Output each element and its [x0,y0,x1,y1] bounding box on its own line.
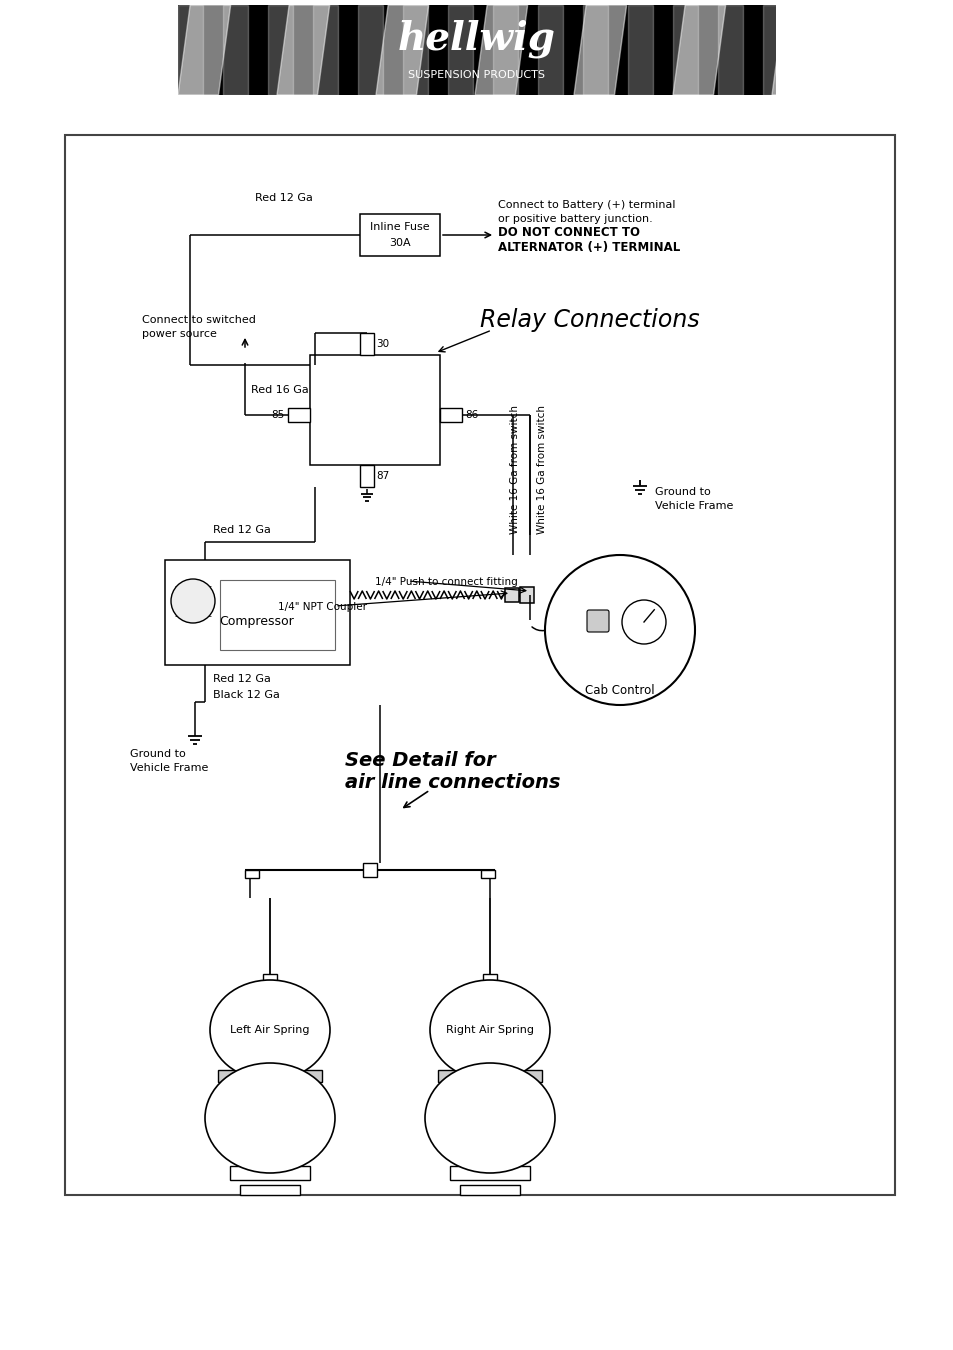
Text: Relay Connections: Relay Connections [479,308,699,332]
Text: Red 12 Ga: Red 12 Ga [213,525,271,535]
Polygon shape [537,5,562,95]
Polygon shape [672,5,697,95]
Bar [359,333,374,355]
Polygon shape [132,5,157,95]
Polygon shape [852,5,877,95]
Bar [439,408,461,423]
Text: Ground to: Ground to [655,487,710,497]
Text: Ground to: Ground to [130,749,186,759]
Text: hellwig: hellwig [397,20,556,58]
Bar [288,408,310,423]
Text: Right Air Spring: Right Air Spring [446,1025,534,1035]
Bar [359,215,439,256]
Circle shape [544,555,695,705]
Bar [480,869,495,878]
Polygon shape [475,5,527,95]
Text: ALTERNATOR (+) TERMINAL: ALTERNATOR (+) TERMINAL [497,242,679,255]
Polygon shape [807,5,832,95]
Bar [218,1071,322,1081]
Polygon shape [223,5,248,95]
Polygon shape [582,5,607,95]
Bar [220,580,335,649]
Text: 86: 86 [464,410,477,420]
Polygon shape [762,5,787,95]
Polygon shape [627,5,652,95]
Polygon shape [88,5,112,95]
Text: 87: 87 [375,471,389,481]
Text: 1/4" NPT Coupler: 1/4" NPT Coupler [277,602,367,612]
Bar [450,1166,530,1180]
Text: Cab Control: Cab Control [584,684,654,698]
Ellipse shape [210,980,330,1080]
Bar [263,973,276,988]
Text: Inline Fuse: Inline Fuse [370,221,430,232]
Polygon shape [672,5,725,95]
Bar [65,135,894,1195]
Polygon shape [276,5,330,95]
Text: White 16 Ga from switch: White 16 Ga from switch [537,405,546,535]
Polygon shape [402,5,427,95]
Text: Vehicle Frame: Vehicle Frame [655,501,733,512]
Text: Connect to switched: Connect to switched [142,315,255,325]
Polygon shape [268,5,293,95]
Polygon shape [79,5,132,95]
Text: Vehicle Frame: Vehicle Frame [130,763,208,774]
Polygon shape [448,5,473,95]
Text: or positive battery junction.: or positive battery junction. [497,215,652,224]
FancyBboxPatch shape [586,610,608,632]
Bar [504,589,518,602]
Bar [519,587,534,603]
Polygon shape [493,5,517,95]
Bar [363,863,376,878]
Bar [581,603,614,644]
Text: SUSPENSION PRODUCTS: SUSPENSION PRODUCTS [408,70,545,80]
Polygon shape [178,5,231,95]
Polygon shape [771,5,823,95]
Text: 30A: 30A [389,238,411,248]
Bar [178,5,775,95]
Ellipse shape [205,1062,335,1173]
Text: 1/4" Push to connect fitting: 1/4" Push to connect fitting [375,576,517,587]
Text: Red 12 Ga: Red 12 Ga [213,674,271,684]
Text: Black 12 Ga: Black 12 Ga [213,690,279,701]
Bar [245,869,258,878]
Bar [230,1166,310,1180]
Polygon shape [178,5,203,95]
Circle shape [171,579,214,622]
Text: Connect to Battery (+) terminal: Connect to Battery (+) terminal [497,200,675,211]
Polygon shape [357,5,382,95]
Text: White 16 Ga from switch: White 16 Ga from switch [510,405,519,535]
Text: Red 16 Ga: Red 16 Ga [251,385,309,396]
Circle shape [621,599,665,644]
Polygon shape [718,5,742,95]
Ellipse shape [430,980,550,1080]
Polygon shape [375,5,428,95]
Text: DO NOT CONNECT TO: DO NOT CONNECT TO [497,227,639,239]
Text: Left Air Spring: Left Air Spring [230,1025,310,1035]
Polygon shape [574,5,626,95]
Bar [359,464,374,487]
Text: Compressor: Compressor [219,614,294,628]
Ellipse shape [424,1062,555,1173]
Text: power source: power source [142,329,216,339]
Bar [165,560,350,666]
Polygon shape [313,5,337,95]
Bar [459,1185,519,1195]
Bar [240,1185,299,1195]
Bar [310,355,439,464]
Bar [437,1071,541,1081]
Text: Red 12 Ga: Red 12 Ga [254,193,313,202]
Polygon shape [870,5,923,95]
Text: 30: 30 [375,339,389,350]
Bar [482,973,497,988]
Text: See Detail for: See Detail for [345,751,496,769]
Text: air line connections: air line connections [345,772,560,791]
Text: 85: 85 [272,410,285,420]
